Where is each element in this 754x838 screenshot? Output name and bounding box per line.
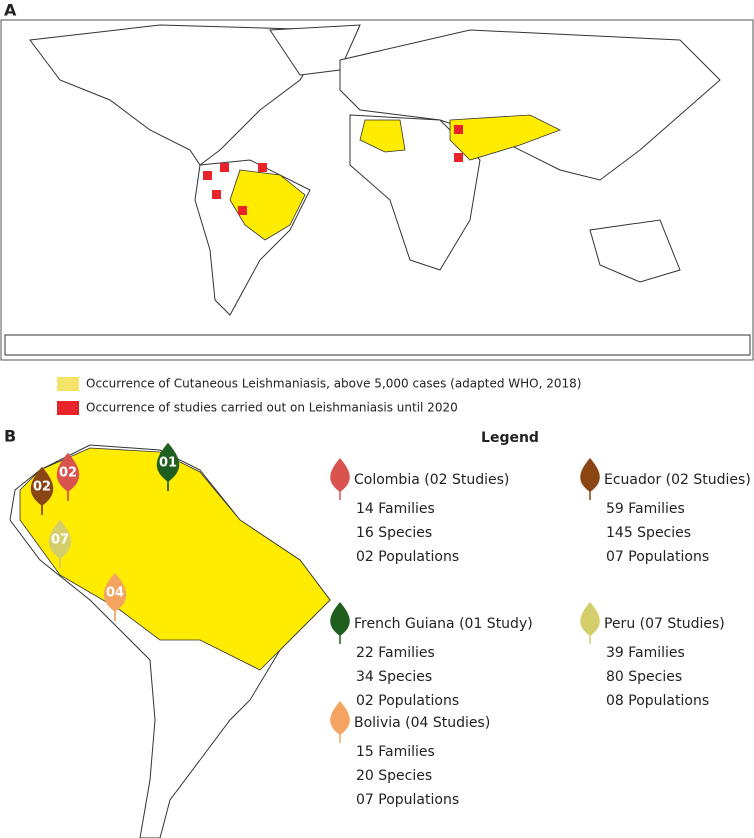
- entry-detail: 07 Populations: [606, 549, 709, 565]
- entry-detail: 14 Families: [356, 501, 435, 517]
- entry-detail: 08 Populations: [606, 693, 709, 709]
- marker-label: 07: [51, 533, 69, 548]
- entry-detail: 02 Populations: [356, 693, 459, 709]
- leaf: [580, 458, 600, 492]
- entry-detail: 80 Species: [606, 669, 682, 685]
- legend-leaf: [580, 458, 600, 500]
- entry-detail: 145 Species: [606, 525, 691, 541]
- entry-name: French Guiana (01 Study): [354, 616, 533, 632]
- legend-text: Occurrence of studies carried out on Lei…: [86, 401, 458, 415]
- map-marker: [103, 572, 127, 621]
- leaf: [330, 602, 350, 636]
- south-america-map: [9, 444, 331, 838]
- leaf: [330, 701, 350, 735]
- marker-label: 01: [159, 456, 177, 471]
- entry-name: Bolivia (04 Studies): [354, 715, 490, 731]
- entry-detail: 16 Species: [356, 525, 432, 541]
- leaf: [330, 458, 350, 492]
- legend-swatch: [57, 401, 79, 415]
- entry-detail: 39 Families: [606, 645, 685, 661]
- entry-detail: 34 Species: [356, 669, 432, 685]
- leaf: [30, 466, 54, 506]
- map-marker: [56, 452, 80, 501]
- entry-detail: 22 Families: [356, 645, 435, 661]
- legend-swatch: [57, 377, 79, 391]
- map-marker: [156, 442, 180, 491]
- entry-name: Ecuador (02 Studies): [604, 472, 751, 488]
- leaf: [103, 572, 127, 612]
- leaf: [156, 442, 180, 482]
- legend-leaf: [330, 701, 350, 743]
- leaf: [580, 602, 600, 636]
- panel-label: B: [4, 427, 16, 446]
- entry-name: Peru (07 Studies): [604, 616, 725, 632]
- entry-detail: 59 Families: [606, 501, 685, 517]
- entry-detail: 20 Species: [356, 768, 432, 784]
- world-map: [4, 24, 751, 356]
- marker-label: 04: [106, 586, 124, 601]
- panel-label: A: [4, 1, 17, 20]
- leaf: [56, 452, 80, 492]
- entry-detail: 15 Families: [356, 744, 435, 760]
- entry-name: Colombia (02 Studies): [354, 472, 509, 488]
- legend-title: Legend: [481, 430, 539, 446]
- entry-detail: 07 Populations: [356, 792, 459, 808]
- legend-text: Occurrence of Cutaneous Leishmaniasis, a…: [86, 377, 581, 391]
- map-marker: [30, 466, 54, 515]
- marker-label: 02: [59, 466, 77, 481]
- marker-label: 02: [33, 480, 51, 495]
- legend-leaf: [580, 602, 600, 644]
- legend-leaf: [330, 458, 350, 500]
- map-marker: [48, 519, 72, 568]
- entry-detail: 02 Populations: [356, 549, 459, 565]
- leaf: [48, 519, 72, 559]
- legend-leaf: [330, 602, 350, 644]
